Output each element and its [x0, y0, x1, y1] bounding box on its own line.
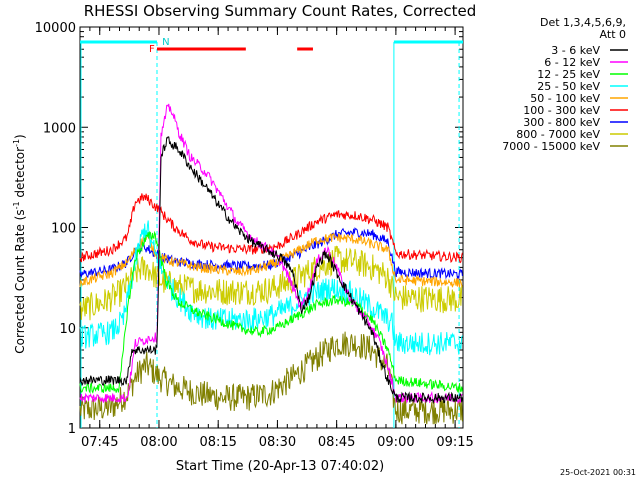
x-tick-label: 08:30 [259, 435, 296, 450]
legend-label-0: 3 - 6 keV [551, 44, 600, 57]
series-line-5 [79, 193, 463, 264]
flag-N: N [162, 37, 169, 48]
legend-label-6: 300 - 800 keV [523, 116, 600, 129]
y-tick-label: 10000 [35, 21, 76, 36]
y-axis-label: Corrected Count Rate (s-1 detector-1) [12, 134, 27, 354]
x-tick-label: 08:45 [318, 435, 355, 450]
x-tick-label: 08:00 [140, 435, 177, 450]
plot-area: 1 10 100 1000 10000 07:45 08:00 08:15 08:30 08:45… [35, 21, 474, 450]
y-tick-label: 10 [59, 322, 76, 337]
legend-label-5: 100 - 300 keV [523, 104, 600, 117]
x-tick-label: 07:45 [81, 435, 118, 450]
x-axis-label: Start Time (20-Apr-13 07:40:02) [176, 459, 384, 474]
series-line-3 [79, 220, 463, 356]
legend-label-1: 6 - 12 keV [544, 56, 600, 69]
legend-label-7: 800 - 7000 keV [516, 128, 600, 141]
legend-label-3: 25 - 50 keV [537, 80, 600, 93]
legend-label-8: 7000 - 15000 keV [502, 140, 600, 153]
y-tick-label: 1 [68, 422, 76, 437]
series-line-7 [79, 245, 463, 321]
chart-title: RHESSI Observing Summary Count Rates, Co… [84, 2, 477, 20]
y-tick-label: 1000 [43, 121, 76, 136]
y-tick-label: 100 [51, 222, 76, 237]
flag-F: F [149, 44, 155, 55]
series-line-0 [79, 136, 463, 405]
legend-label-4: 50 - 100 keV [530, 92, 600, 105]
series-line-8 [79, 331, 463, 425]
timestamp: 25-Oct-2021 00:31 [560, 468, 636, 477]
series-line-2 [79, 230, 463, 394]
legend-header-line-1: Det 1,3,4,5,6,9, [540, 16, 626, 29]
x-tick-label: 09:15 [436, 435, 473, 450]
legend-header-line-2: Att 0 [600, 28, 626, 41]
x-tick-label: 09:00 [377, 435, 414, 450]
legend-label-2: 12 - 25 keV [537, 68, 600, 81]
x-tick-label: 08:15 [199, 435, 236, 450]
